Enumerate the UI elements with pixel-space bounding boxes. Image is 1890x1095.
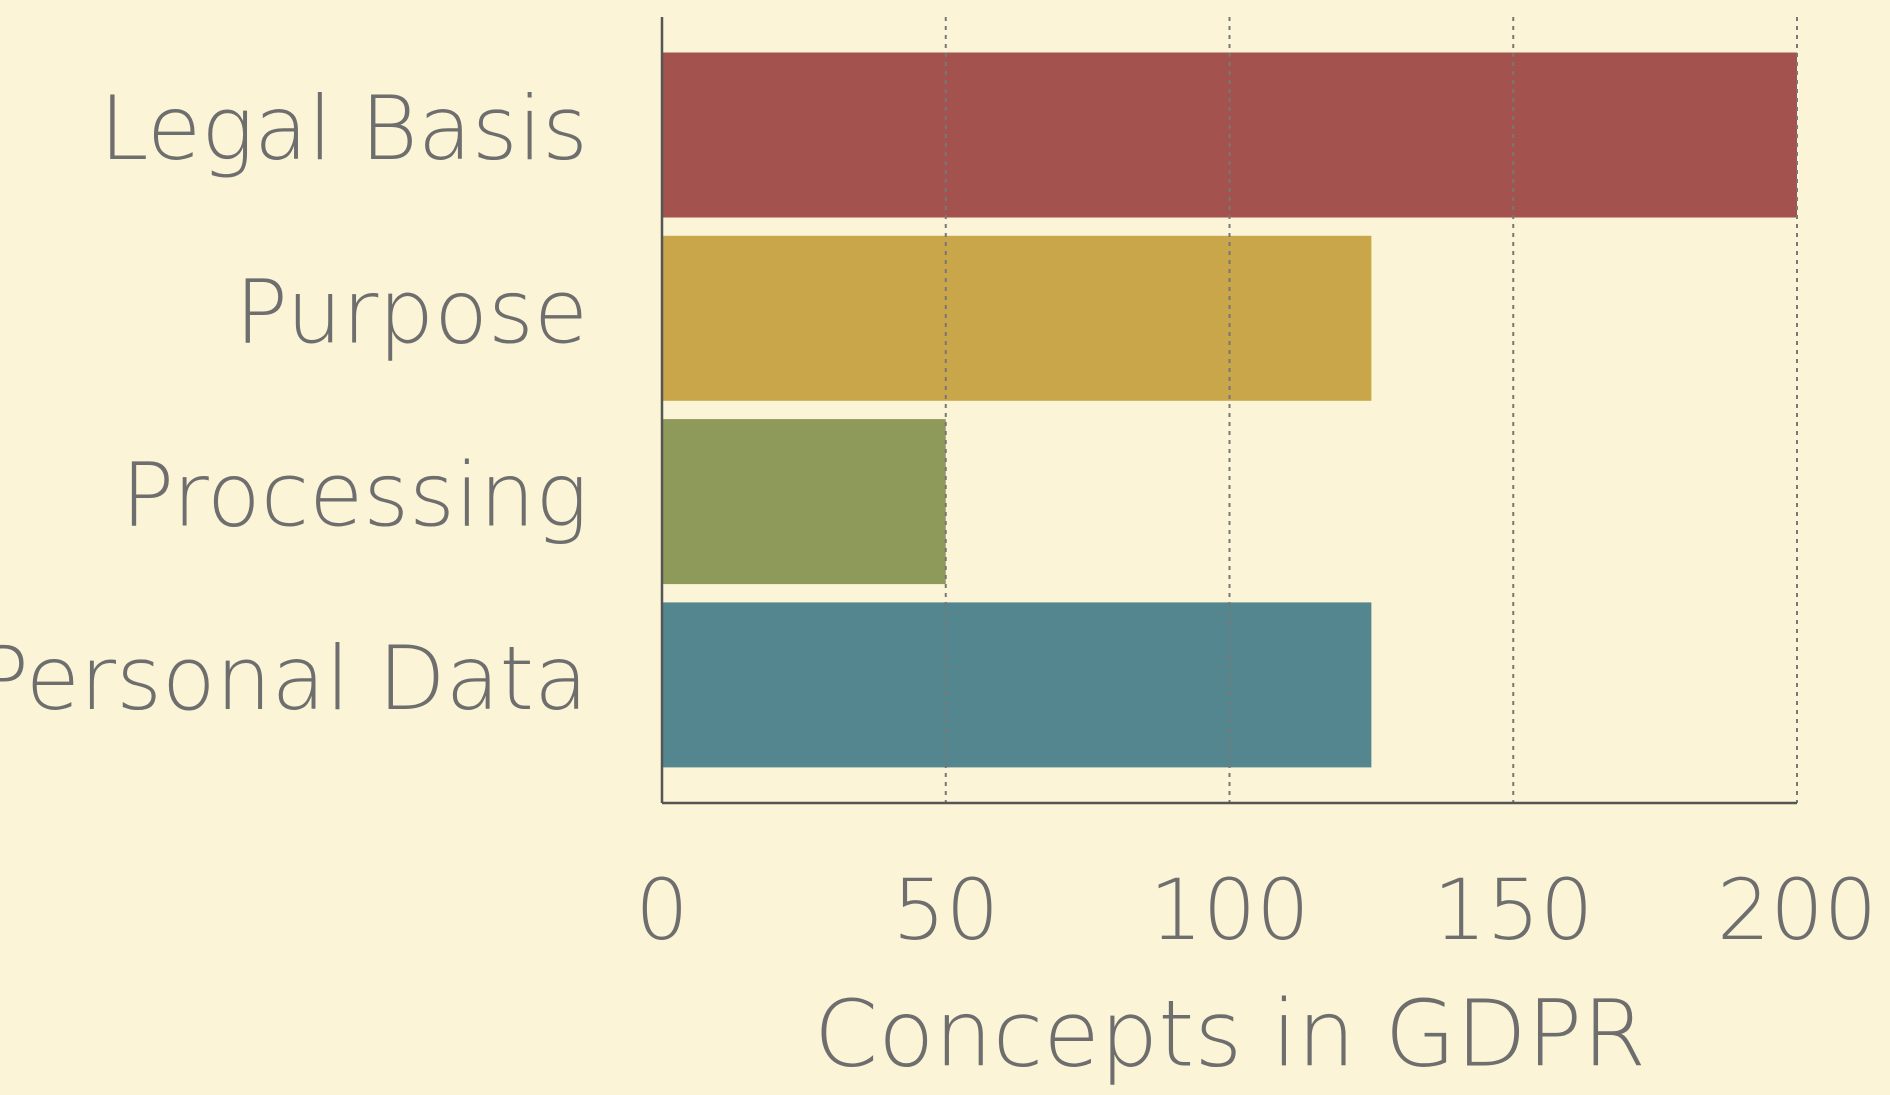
y-tick-label: Personal Data (0, 627, 588, 730)
y-tick-label: Processing (121, 444, 588, 547)
x-tick-label: 0 (635, 861, 688, 959)
x-tick-label: 50 (892, 861, 999, 959)
bar (662, 235, 1372, 401)
x-tick-label: 150 (1433, 861, 1593, 959)
x-tick-label: 100 (1149, 861, 1309, 959)
x-axis-label: Concepts in GDPR (814, 981, 1646, 1088)
x-tick-label: 200 (1717, 861, 1877, 959)
y-tick-label: Purpose (235, 260, 588, 363)
bar (662, 419, 946, 585)
bar (662, 602, 1372, 768)
y-tick-label: Legal Basis (100, 77, 588, 180)
